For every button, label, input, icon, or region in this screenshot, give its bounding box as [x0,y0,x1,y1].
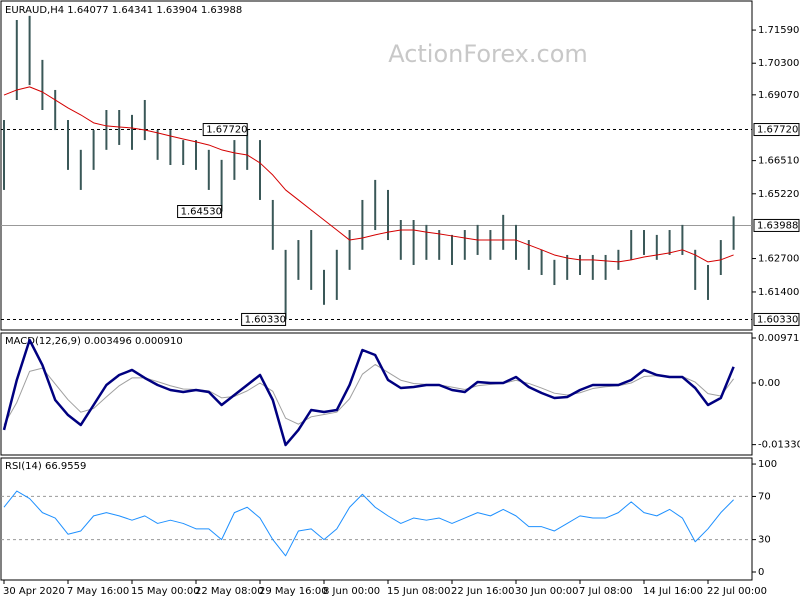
x-tick-label: 22 Jul 00:00 [707,586,767,597]
x-tick-label: 14 Jul 16:00 [643,586,703,597]
level-label: 1.60330 [757,314,798,325]
current-price-box [753,218,800,232]
annotation-box [241,312,287,326]
y-tick-label: 0 [758,567,764,578]
level-label-box [753,123,800,137]
y-tick-label: 0.00 [758,378,780,389]
chart-title: EURAUD,H4 1.64077 1.64341 1.63904 1.6398… [5,5,242,16]
y-tick-label: 70 [758,491,771,502]
x-tick-label: 22 Jun 16:00 [451,586,515,597]
macd-line [2,338,735,447]
level-label: 1.67720 [757,125,798,136]
y-tick-label: 100 [758,459,777,470]
x-tick-label: 29 May 16:00 [259,586,328,597]
macd-title: MACD(12,26,9) 0.003496 0.000910 [5,336,183,347]
rsi-title: RSI(14) 66.9559 [5,461,86,472]
y-tick-label: 0.009713 [758,333,800,344]
annotation: 1.60330 [245,314,286,325]
price-panel [0,0,753,331]
y-tick-label: 1.70300 [758,58,799,69]
y-tick-label: 1.69070 [758,90,799,101]
level-label-box [753,312,800,326]
x-tick-label: 30 Apr 2020 [3,586,65,597]
y-tick-label: 1.66510 [758,156,799,167]
y-tick-label: 1.61400 [758,287,799,298]
y-tick-label: 1.71590 [758,25,799,36]
y-tick-label: 1.62700 [758,254,799,265]
signal-line [3,363,735,425]
annotation-box [202,123,248,137]
x-tick-label: 22 May 08:00 [195,586,264,597]
y-tick-label: -0.013302 [758,440,800,451]
x-tick-label: 7 Jul 08:00 [579,586,633,597]
macd-panel [0,332,753,456]
annotation: 1.67720 [206,125,247,136]
watermark: ActionForex.com [388,40,588,68]
y-tick-label: 30 [758,535,771,546]
rsi-line [3,490,734,557]
annotation: 1.64530 [181,207,222,218]
current-price-label: 1.63988 [757,220,798,231]
x-tick-label: 15 Jun 08:00 [387,586,451,597]
x-tick-label: 8 Jun 00:00 [323,586,380,597]
rsi-panel [0,457,753,581]
x-tick-label: 7 May 16:00 [67,586,129,597]
x-tick-label: 30 Jun 00:00 [515,586,579,597]
annotation-box [177,205,223,219]
x-tick-label: 15 May 00:00 [131,586,200,597]
moving-average [3,86,734,263]
y-tick-label: 1.65220 [758,189,799,200]
